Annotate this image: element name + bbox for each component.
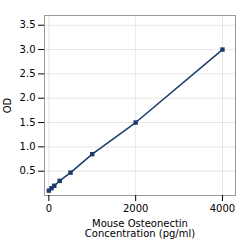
svg-text:2.5: 2.5 [20, 68, 36, 79]
svg-text:1.5: 1.5 [20, 117, 36, 128]
svg-text:2.0: 2.0 [20, 92, 36, 103]
svg-text:Mouse OsteonectinConcentration: Mouse OsteonectinConcentration (pg/ml) [85, 218, 195, 239]
svg-text:3.5: 3.5 [20, 19, 36, 30]
svg-text:OD: OD [2, 97, 13, 113]
svg-text:0: 0 [46, 203, 52, 214]
svg-text:0.5: 0.5 [20, 165, 36, 176]
svg-text:1.0: 1.0 [20, 141, 36, 152]
svg-text:3.0: 3.0 [20, 44, 36, 55]
svg-text:4000: 4000 [210, 203, 235, 214]
svg-text:2000: 2000 [123, 203, 148, 214]
